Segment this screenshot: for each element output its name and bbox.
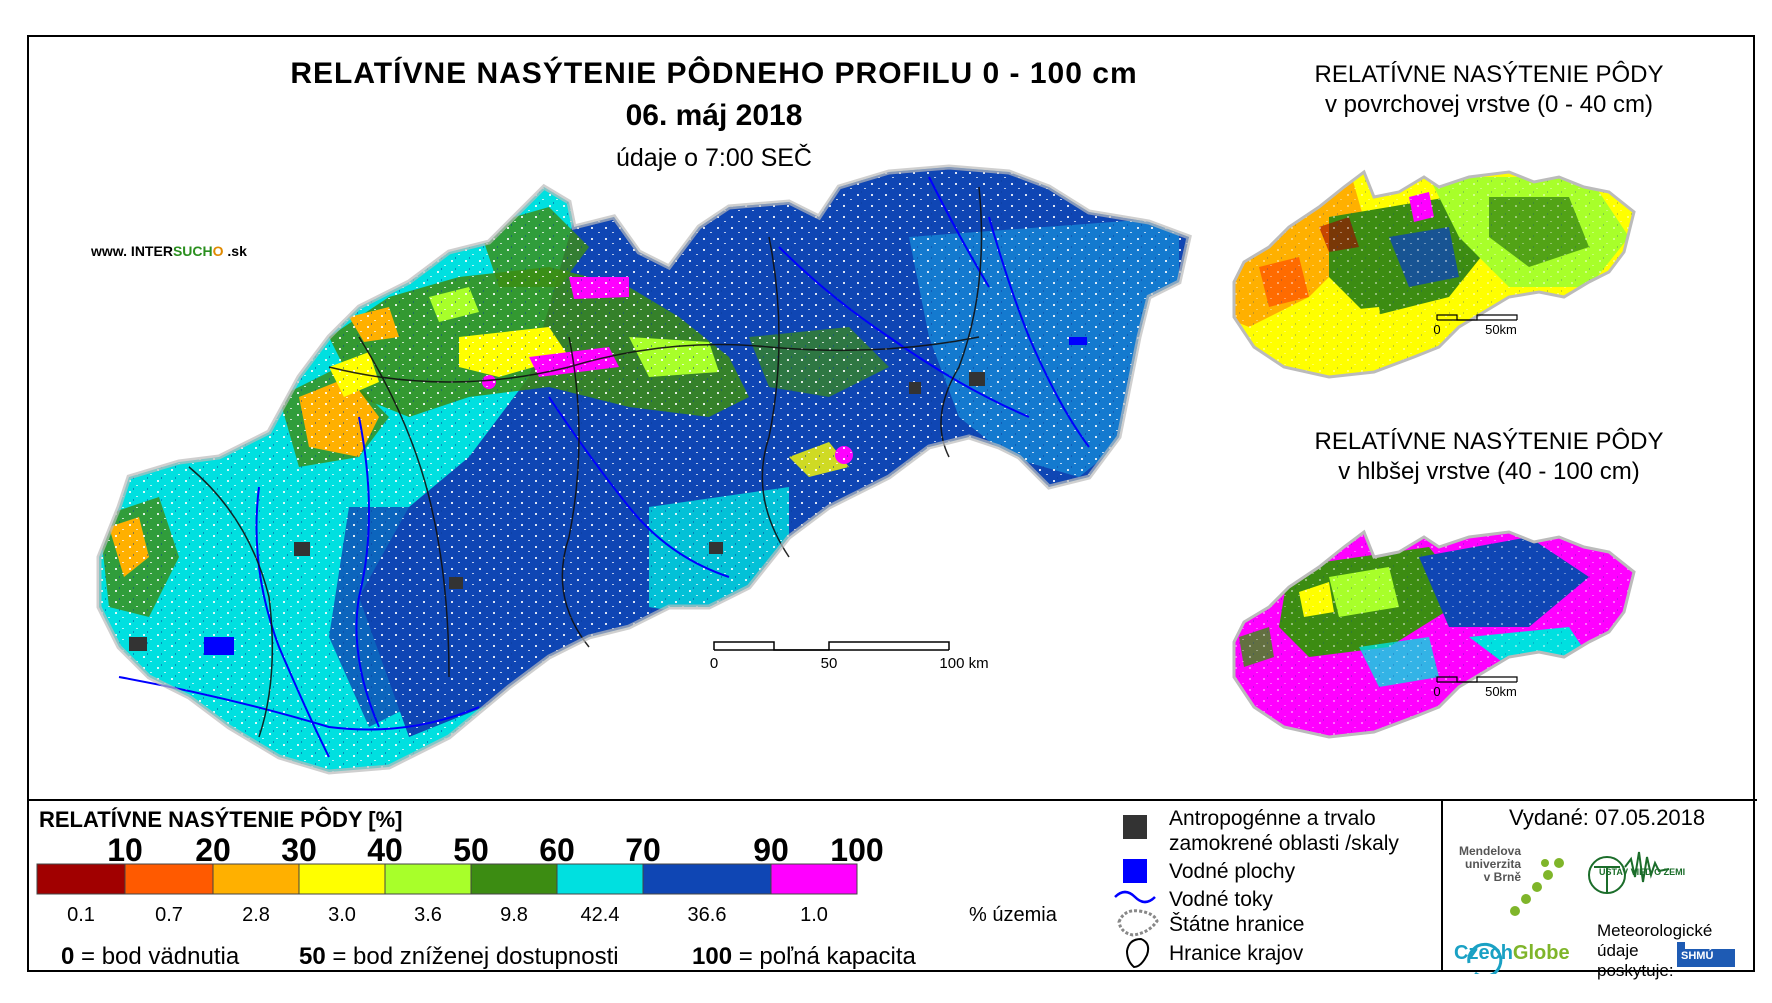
map-date: 06. máj 2018 xyxy=(625,99,803,132)
anthro-swatch xyxy=(1123,815,1147,839)
website-suffix: .sk xyxy=(223,243,247,259)
inset-deep-scale-50: 50km xyxy=(1485,684,1517,699)
map-frame: RELATÍVNE NASÝTENIE PÔDNEHO PROFILU 0 - … xyxy=(27,35,1757,980)
mendel-text-line3: v Brně xyxy=(1483,870,1522,884)
legend-title: RELATÍVNE NASÝTENIE PÔDY [%] xyxy=(39,807,403,832)
legend-percent-unit: % územia xyxy=(969,904,1057,926)
legend-threshold-label: 90 xyxy=(753,832,789,868)
state-border-label: Štátne hranice xyxy=(1169,913,1305,936)
water-area-label: Vodné plochy xyxy=(1169,860,1296,883)
note-reduced-availability: 50 = bod zníženej dostupnosti xyxy=(299,943,619,971)
state-border-symbol xyxy=(1117,909,1159,937)
meteo-line3: poskytuje: xyxy=(1597,961,1674,980)
map-subtitle: údaje o 7:00 SEČ xyxy=(616,144,812,172)
legend-class-percent: 0.7 xyxy=(155,904,183,926)
note-wilting-text: = bod vädnutia xyxy=(74,943,240,970)
region-border-symbol xyxy=(1125,937,1150,969)
inset-deep-map[interactable] xyxy=(1224,527,1644,747)
note-wilting-num: 0 xyxy=(61,943,75,970)
legend-class-swatch xyxy=(556,863,644,895)
legend-class-percent: 36.6 xyxy=(687,904,727,926)
main-map[interactable] xyxy=(69,157,1229,797)
legend-class-percent: 3.0 xyxy=(328,904,356,926)
inset-surface-title-line2: v povrchovej vrstve (0 - 40 cm) xyxy=(1324,91,1654,118)
uvz-logo xyxy=(1588,851,1670,894)
legend-class-percent: 42.4 xyxy=(580,904,620,926)
legend-threshold-label: 10 xyxy=(107,832,143,868)
main-scale-label-100: 100 km xyxy=(939,655,989,672)
website-brand-o: O xyxy=(212,243,224,259)
note-reduced-num: 50 xyxy=(299,943,326,970)
legend-class-percent: 1.0 xyxy=(800,904,828,926)
shmu-text: SHMÚ xyxy=(1681,950,1714,962)
meteo-credit: Meteorologické údaje poskytuje: xyxy=(1597,921,1712,981)
legend-threshold-label: 40 xyxy=(367,832,403,868)
czechglobe-logo xyxy=(1467,942,1503,974)
legend-class-percent: 9.8 xyxy=(500,904,528,926)
main-scale-bar xyxy=(713,641,950,651)
maps-svg xyxy=(36,157,1735,974)
website-prefix: www. INTER xyxy=(91,243,173,259)
note-field-capacity: 100 = poľná kapacita xyxy=(692,943,916,971)
inset-deep-title: RELATÍVNE NASÝTENIE PÔDY v hlbšej vrstve… xyxy=(1249,427,1729,487)
inset-surface-scale-0: 0 xyxy=(1433,322,1441,337)
legend-threshold-label: 50 xyxy=(453,832,489,868)
issued-date: Vydané: 07.05.2018 xyxy=(1509,805,1706,830)
note-wilting-point: 0 = bod vädnutia xyxy=(61,943,239,971)
inset-surface-scale-50: 50km xyxy=(1485,322,1517,337)
legend-panel xyxy=(29,799,1757,972)
czechglobe-text: CzechGlobe xyxy=(1454,942,1570,965)
legend-threshold-label: 100 xyxy=(830,832,884,868)
note-field-num: 100 xyxy=(692,943,733,970)
mendel-text: Mendelova univerzita v Brně xyxy=(1459,845,1521,884)
legend-class-swatch xyxy=(36,863,126,895)
legend-color-bar xyxy=(36,863,858,895)
note-field-text: = poľná kapacita xyxy=(732,943,916,970)
legend-class-swatch xyxy=(770,863,858,895)
legend-threshold-label: 70 xyxy=(625,832,661,868)
map-title: RELATÍVNE NASÝTENIE PÔDNEHO PROFILU 0 - … xyxy=(290,57,1138,90)
uvz-text: ÚSTAV VIED O ZEMI xyxy=(1599,867,1686,877)
legend-threshold-label: 30 xyxy=(281,832,317,868)
anthro-label-line2: zamokrené oblasti /skaly xyxy=(1169,832,1399,855)
legend-threshold-label: 20 xyxy=(195,832,231,868)
legend-class-percent: 0.1 xyxy=(67,904,95,926)
inset-surface-map[interactable] xyxy=(1224,167,1644,387)
water-area-swatch xyxy=(1123,859,1147,883)
inset-deep-title-line2: v hlbšej vrstve (40 - 100 cm) xyxy=(1338,458,1640,485)
legend-threshold-label: 60 xyxy=(539,832,575,868)
czechglobe-text-b: Globe xyxy=(1512,942,1570,964)
legend-class-percent: 2.8 xyxy=(242,904,270,926)
main-scale-label-50: 50 xyxy=(820,655,838,672)
mendel-logo xyxy=(1510,858,1564,916)
inset-deep-scale-0: 0 xyxy=(1433,684,1441,699)
credits-panel xyxy=(1441,799,1755,972)
note-reduced-text: = bod zníženej dostupnosti xyxy=(325,943,619,970)
legend-class-swatch xyxy=(470,863,558,895)
legend-class-swatch xyxy=(384,863,472,895)
legend-class-swatch xyxy=(212,863,300,895)
region-border-label: Hranice krajov xyxy=(1169,942,1304,965)
anthro-label-line1: Antropogénne a trvalo xyxy=(1169,807,1376,830)
meteo-line2: údaje xyxy=(1597,941,1639,960)
inset-surface-title-line1: RELATÍVNE NASÝTENIE PÔDY xyxy=(1314,61,1664,88)
mendel-text-line1: Mendelova xyxy=(1459,844,1522,858)
legend-class-percent: 3.6 xyxy=(414,904,442,926)
inset-deep-title-line1: RELATÍVNE NASÝTENIE PÔDY xyxy=(1314,428,1664,455)
river-symbol xyxy=(1114,890,1156,904)
main-scale-label-0: 0 xyxy=(709,655,719,672)
czechglobe-text-a: Czech xyxy=(1454,942,1513,964)
meteo-line1: Meteorologické xyxy=(1597,921,1713,940)
mendel-text-line2: univerzita xyxy=(1465,857,1522,871)
website-brand: SUCH xyxy=(172,243,213,259)
inset-surface-title: RELATÍVNE NASÝTENIE PÔDY v povrchovej vr… xyxy=(1249,60,1729,120)
shmu-logo xyxy=(1677,942,1735,967)
website-link[interactable]: www. INTERSUCHO .sk xyxy=(91,243,247,259)
rivers-label: Vodné toky xyxy=(1169,888,1273,911)
